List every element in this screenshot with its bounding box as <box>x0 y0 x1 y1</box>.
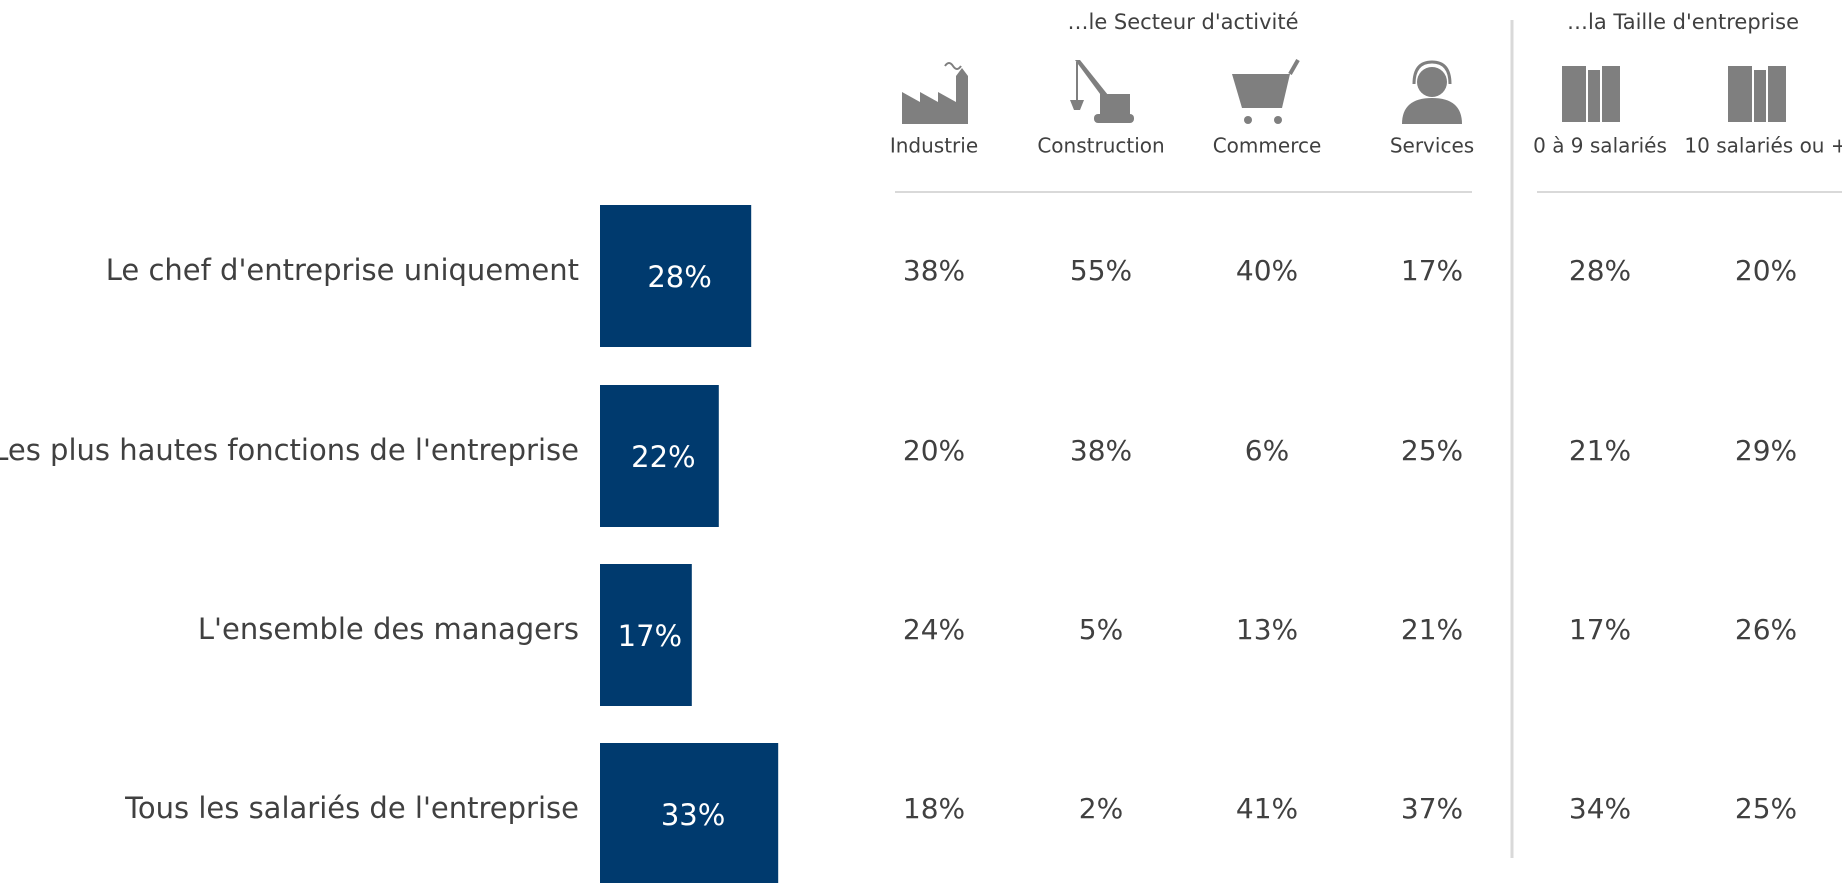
group-title: …le Secteur d'activité <box>1068 10 1299 34</box>
table-cell: 6% <box>1245 434 1289 467</box>
table-cell: 25% <box>1401 434 1463 467</box>
group-title: …la Taille d'entreprise <box>1567 10 1799 34</box>
bar <box>600 205 752 347</box>
table-cell: 40% <box>1236 254 1298 287</box>
column-header: Commerce <box>1213 134 1322 158</box>
table-cell: 20% <box>1735 254 1797 287</box>
value-label: 28% <box>647 260 711 294</box>
bar <box>600 385 719 527</box>
bar <box>600 743 779 883</box>
category-label: Les plus hautes fonctions de l'entrepris… <box>0 433 579 467</box>
column-header: 10 salariés ou + <box>1684 134 1842 158</box>
icon-services <box>1402 60 1462 124</box>
table-cell: 37% <box>1401 792 1463 825</box>
table-cell: 38% <box>903 254 965 287</box>
column-header: Services <box>1390 134 1474 158</box>
icon-building-small <box>1562 66 1620 122</box>
table-cell: 29% <box>1735 434 1797 467</box>
table-cell: 5% <box>1079 613 1123 646</box>
value-label: 33% <box>661 798 725 832</box>
table-cell: 26% <box>1735 613 1797 646</box>
value-label: 17% <box>618 619 682 653</box>
table-cell: 18% <box>903 792 965 825</box>
table-cell: 55% <box>1070 254 1132 287</box>
table-cell: 41% <box>1236 792 1298 825</box>
column-header: Industrie <box>890 134 978 158</box>
table-cell: 17% <box>1569 613 1631 646</box>
table-cell: 34% <box>1569 792 1631 825</box>
table-cell: 2% <box>1079 792 1123 825</box>
column-header: 0 à 9 salariés <box>1533 134 1667 158</box>
category-label: L'ensemble des managers <box>198 612 579 646</box>
category-label: Le chef d'entreprise uniquement <box>106 253 579 287</box>
bar <box>600 564 692 706</box>
table-cell: 25% <box>1735 792 1797 825</box>
table-cell: 13% <box>1236 613 1298 646</box>
table-cell: 21% <box>1569 434 1631 467</box>
icon-factory <box>902 62 968 124</box>
icon-construction <box>1070 60 1134 123</box>
table-cell: 38% <box>1070 434 1132 467</box>
category-label: Tous les salariés de l'entreprise <box>124 791 579 825</box>
table-cell: 20% <box>903 434 965 467</box>
table-cell: 24% <box>903 613 965 646</box>
column-header: Construction <box>1037 134 1164 158</box>
table-cell: 21% <box>1401 613 1463 646</box>
table-cell: 28% <box>1569 254 1631 287</box>
icon-cart <box>1232 59 1300 124</box>
table-cell: 17% <box>1401 254 1463 287</box>
icon-building-large <box>1728 66 1786 122</box>
value-label: 22% <box>631 440 695 474</box>
